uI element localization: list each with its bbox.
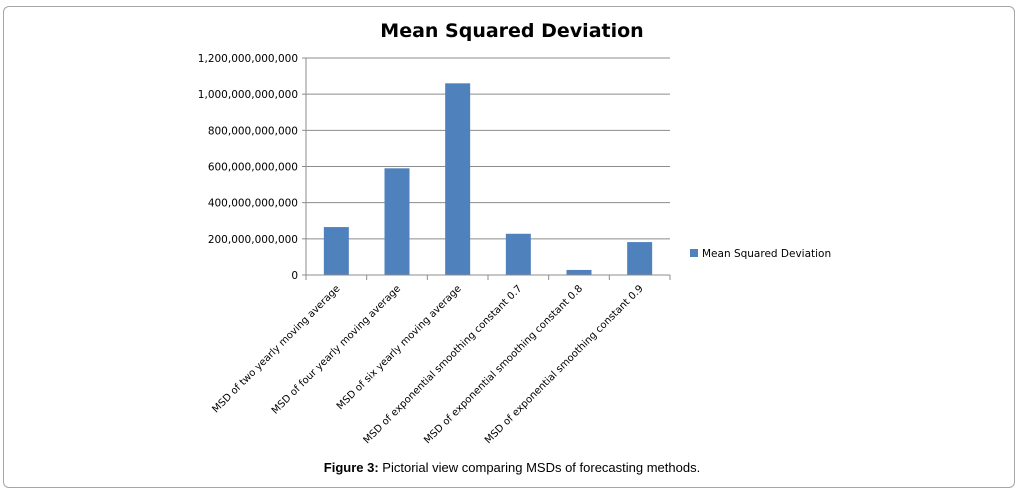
bar [323,227,349,275]
bar [384,168,410,275]
bar [566,269,592,275]
caption-lead: Figure 3: [323,460,379,475]
y-tick-label: 200,000,000,000 [208,234,298,246]
y-tick-label: 0 [291,270,298,282]
bar [445,83,471,275]
x-category-label: MSD of six yearly moving average [335,283,464,412]
bar [505,233,531,275]
chart-title: Mean Squared Deviation [380,20,643,42]
caption-text: Pictorial view comparing MSDs of forecas… [378,460,701,475]
x-category-label: MSD of two yearly moving average [210,283,342,415]
legend-swatch [690,249,698,257]
x-category-label: MSD of four yearly moving average [270,283,403,416]
chart: Mean Squared Deviation 0 200,000,000,000 4… [198,20,831,446]
gridlines [306,57,670,240]
legend: Mean Squared Deviation [690,248,831,260]
y-axis-ticks: 0 200,000,000,000 400,000,000,000 600,000,0… [198,53,306,282]
y-tick-label: 800,000,000,000 [208,125,298,137]
y-tick-label: 600,000,000,000 [208,162,298,174]
figure-caption: Figure 3: Pictorial view comparing MSDs … [0,460,1024,475]
bars [323,83,653,275]
y-tick-label: 1,200,000,000,000 [198,53,298,65]
bar [627,242,653,275]
y-tick-label: 1,000,000,000,000 [198,89,298,101]
legend-label: Mean Squared Deviation [702,248,831,260]
axes [305,58,671,280]
y-tick-label: 400,000,000,000 [208,198,298,210]
